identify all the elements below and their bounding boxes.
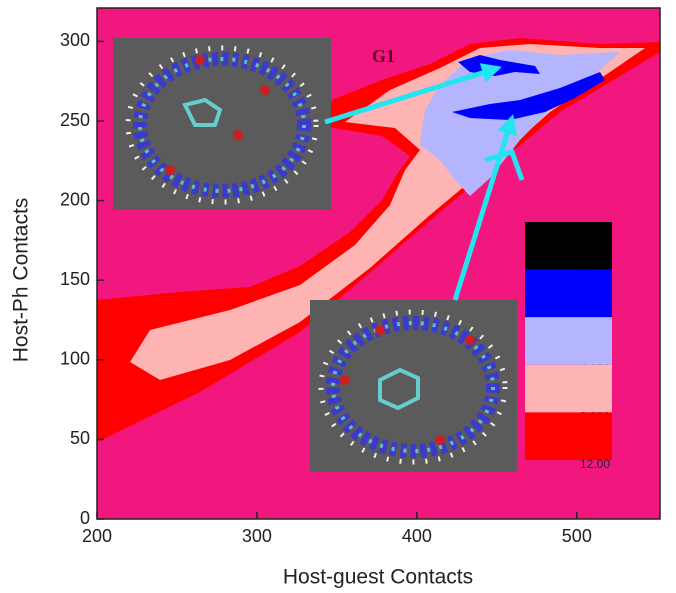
- arrow: [452, 114, 517, 301]
- y-tick-label: 100: [60, 349, 90, 369]
- colorbar-band: [525, 269, 612, 318]
- y-tick-label: 150: [60, 269, 90, 289]
- arrow: [324, 63, 502, 125]
- y-axis-title: Host-Ph Contacts: [10, 198, 33, 363]
- contour-region: [452, 72, 605, 120]
- y-tick-label: 50: [70, 428, 90, 448]
- annotation: G1: [372, 46, 395, 66]
- arrow: [484, 148, 525, 181]
- colorbar-band: [525, 222, 612, 270]
- x-tick-label: 500: [562, 526, 592, 546]
- colorbar-label: 12.00: [580, 457, 610, 471]
- colorbar-band: [525, 364, 612, 413]
- x-tick-label: 200: [82, 526, 112, 546]
- y-tick-label: 200: [60, 189, 90, 209]
- colorbar-band: [525, 317, 612, 365]
- y-tick-label: 300: [60, 30, 90, 50]
- y-tick-label: 0: [80, 508, 90, 528]
- inset-structure: [113, 38, 331, 210]
- x-tick-label: 400: [402, 526, 432, 546]
- x-axis-title: Host-guest Contacts: [283, 566, 473, 589]
- colorbar-band: [525, 412, 612, 460]
- y-tick-label: 250: [60, 110, 90, 130]
- plot-frame: [96, 7, 661, 520]
- x-tick-label: 300: [242, 526, 272, 546]
- inset-structure: [310, 300, 517, 472]
